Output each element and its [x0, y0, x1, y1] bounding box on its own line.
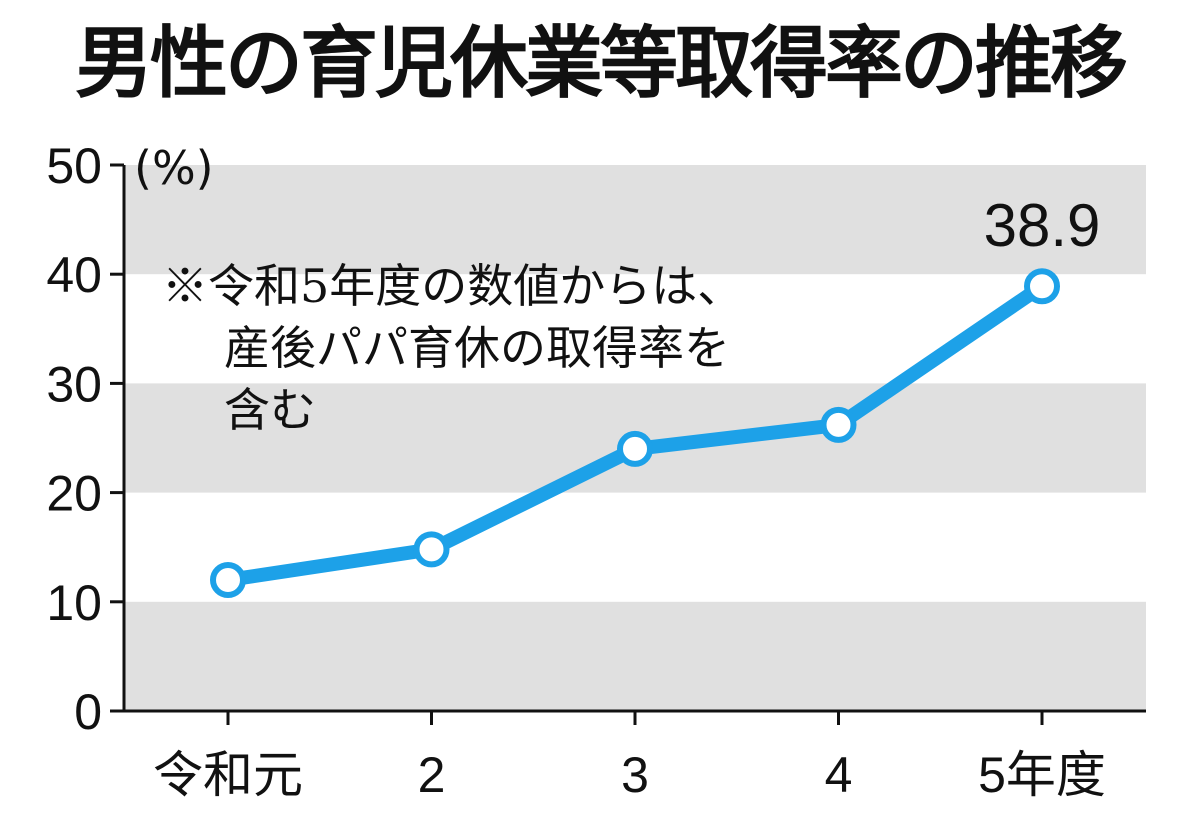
y-tick-label: 20	[46, 466, 102, 522]
y-tick-label: 0	[74, 684, 102, 740]
data-labels: 38.9	[984, 192, 1101, 259]
x-tick-label: 5年度	[978, 747, 1106, 803]
data-label: 38.9	[984, 192, 1101, 259]
y-axis-ticks: 0 10 20 30 40 50	[46, 138, 124, 740]
x-tick-label: 3	[621, 747, 649, 803]
x-tick-label: 令和元	[153, 747, 303, 803]
annotation-line: 含む	[224, 383, 316, 437]
y-tick-label: 30	[46, 356, 102, 412]
data-point	[210, 561, 246, 598]
data-point	[1024, 268, 1060, 305]
data-point	[617, 430, 653, 467]
y-tick-label: 40	[46, 247, 102, 303]
x-axis-ticks: 令和元 2 3 4 5年度	[153, 711, 1106, 803]
chart-title: 男性の育児休業等取得率の推移	[74, 19, 1128, 109]
y-axis-unit-label: (%)	[134, 141, 214, 195]
annotation-line: ※令和5年度の数値からは、	[162, 259, 743, 313]
x-tick-label: 4	[825, 747, 853, 803]
series-markers	[210, 268, 1060, 598]
y-tick-label: 50	[46, 138, 102, 194]
x-tick-label: 2	[418, 747, 446, 803]
data-point	[820, 406, 857, 443]
grid-band	[124, 165, 1146, 275]
grid-bands	[124, 165, 1146, 711]
grid-band	[124, 601, 1146, 711]
data-point	[413, 531, 450, 568]
annotation-line: 産後パパ育休の取得率を	[224, 321, 730, 375]
y-tick-label: 10	[46, 575, 102, 631]
